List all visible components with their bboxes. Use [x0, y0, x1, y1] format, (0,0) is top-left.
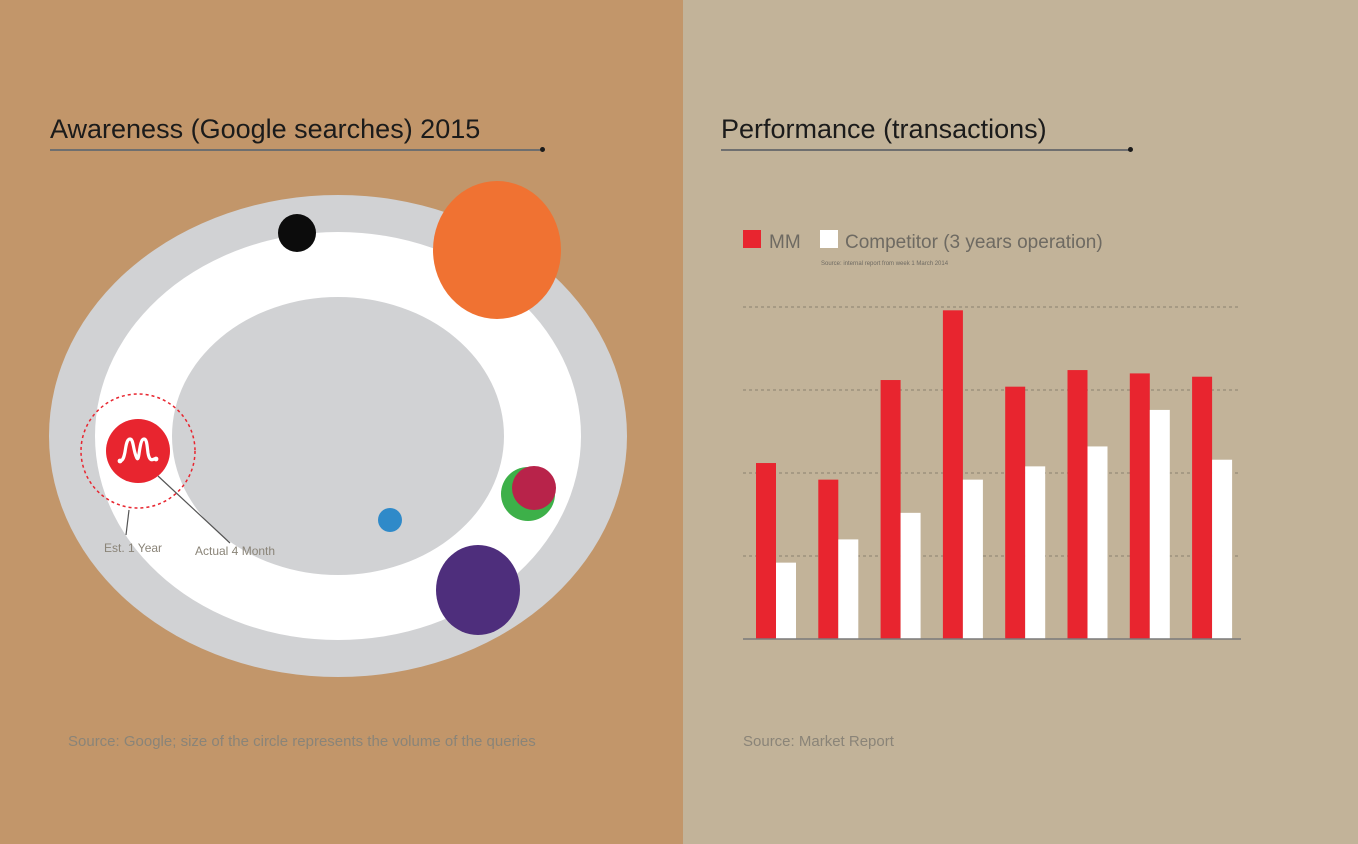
- legend-label-mm: MM: [769, 232, 801, 253]
- est-leader-line: [125, 509, 130, 536]
- bar-mm-4: [942, 310, 963, 639]
- bar-competitor-3: [900, 512, 921, 639]
- legend-swatch-mm: [743, 230, 761, 248]
- est-one-year-label: Est. 1 Year: [104, 541, 162, 555]
- legend-swatch-competitor: [820, 230, 838, 248]
- bar-competitor-4: [962, 479, 983, 639]
- legend-source-note: Source: internal report from week 1 Marc…: [821, 261, 949, 267]
- bar-competitor-5: [1025, 466, 1046, 639]
- bar-mm-2: [818, 479, 839, 639]
- performance-panel: Performance (transactions) MM Competitor…: [683, 0, 1358, 844]
- actual-four-month-label: Actual 4 Month: [195, 544, 275, 558]
- bar-competitor-7: [1149, 409, 1170, 639]
- bar-mm-1: [756, 463, 776, 639]
- bar-competitor-1: [776, 562, 796, 639]
- est-one-year-dashed-circle: [80, 393, 196, 509]
- bar-mm-7: [1129, 373, 1150, 639]
- black-bubble: [278, 214, 316, 252]
- bar-competitor-2: [838, 539, 859, 639]
- bar-competitor-6: [1087, 446, 1108, 639]
- performance-bar-chart: MM Competitor (3 years operation) Source…: [743, 230, 1241, 640]
- mm-logo-icon: [117, 437, 159, 464]
- bar-mm-3: [880, 380, 901, 639]
- awareness-title: Awareness (Google searches) 2015: [50, 114, 481, 144]
- bars: [756, 310, 1233, 639]
- bar-mm-8: [1192, 376, 1213, 639]
- performance-source: Source: Market Report: [743, 733, 894, 750]
- orange-bubble: [433, 181, 561, 319]
- inner-gray-core: [172, 297, 504, 575]
- legend-label-competitor: Competitor (3 years operation): [845, 232, 1103, 253]
- bar-mm-5: [1005, 386, 1026, 639]
- purple-bubble: [436, 545, 520, 635]
- actual-leader-line: [157, 475, 231, 544]
- awareness-panel: Awareness (Google searches) 2015 Est. 1 …: [0, 0, 683, 844]
- bar-mm-6: [1067, 370, 1088, 639]
- performance-rule-dot: [1128, 147, 1133, 152]
- bar-competitor-8: [1212, 459, 1233, 639]
- performance-title-rule: [721, 149, 1129, 151]
- crimson-bubble: [512, 466, 556, 510]
- awareness-bubble-diagram: Est. 1 Year Actual 4 Month: [49, 181, 627, 677]
- awareness-title-rule: [50, 149, 540, 151]
- awareness-rule-dot: [540, 147, 545, 152]
- performance-title: Performance (transactions): [721, 114, 1047, 144]
- awareness-source: Source: Google; size of the circle repre…: [68, 733, 536, 750]
- blue-bubble: [378, 508, 402, 532]
